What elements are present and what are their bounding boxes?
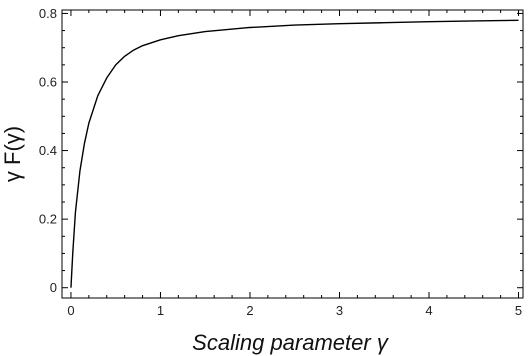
x-tick-label: 2 bbox=[246, 303, 253, 318]
series-line-0 bbox=[70, 19, 519, 288]
y-tick-label: 0.6 bbox=[39, 75, 57, 90]
x-tick-label: 4 bbox=[425, 303, 432, 318]
y-tick-label: 0.2 bbox=[39, 212, 57, 227]
x-tick-label: 1 bbox=[157, 303, 164, 318]
series-layer bbox=[70, 19, 519, 288]
x-axis-title: Scaling parameter γ bbox=[192, 330, 390, 355]
x-axis-tick-labels: 0 1 2 3 4 5 bbox=[67, 303, 522, 318]
y-axis-title: γ F(γ) bbox=[0, 126, 25, 182]
y-axis-ticks bbox=[62, 12, 523, 289]
y-tick-label: 0.8 bbox=[39, 6, 57, 21]
x-tick-label: 0 bbox=[67, 303, 74, 318]
y-tick-label: 0.4 bbox=[39, 143, 57, 158]
plot-frame bbox=[61, 9, 524, 299]
x-tick-label: 3 bbox=[336, 303, 343, 318]
x-tick-label: 5 bbox=[515, 303, 522, 318]
y-axis-tick-labels: 0 0.2 0.4 0.6 0.8 bbox=[39, 6, 57, 295]
y-tick-label: 0 bbox=[50, 280, 57, 295]
x-axis-ticks bbox=[70, 10, 520, 298]
